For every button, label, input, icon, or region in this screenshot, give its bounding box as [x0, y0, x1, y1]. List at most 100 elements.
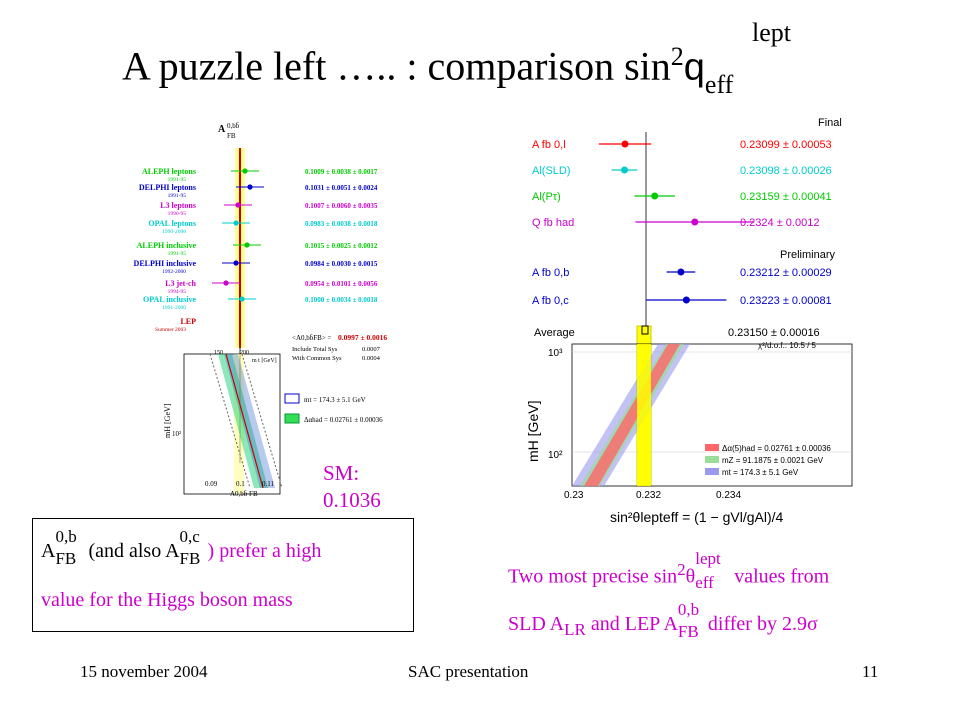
left-row-years: 1990-95	[168, 211, 187, 217]
title-sup: 2	[670, 42, 684, 71]
right-row-marker	[682, 296, 690, 304]
right-xlabel: sin²θlepteff = (1 − gVl/gAl)/4	[610, 509, 783, 525]
footer-center: SAC presentation	[408, 662, 529, 681]
right-row-value: 0.23159 ± 0.00041	[740, 191, 832, 203]
average-label: Average	[534, 327, 575, 339]
left-row-value: 0.0983 ± 0.0038 ± 0.0018	[305, 220, 378, 228]
right-row-marker	[691, 218, 699, 226]
left-row-years: 1991-95	[168, 177, 187, 183]
right-ytick-100: 10²	[548, 450, 563, 461]
avg-sys2-value: 0.0004	[362, 355, 381, 362]
note-a1: A	[41, 540, 56, 562]
left-mh-frame	[183, 353, 281, 495]
bottom-note-line2: SLD ALR and LEP A 0,b FB differ by 2.9σ	[508, 600, 818, 641]
left-row-label: L3 leptons	[160, 201, 196, 210]
left-row-marker	[223, 280, 229, 286]
left-row-years: 1990-2000	[162, 229, 186, 235]
left-row-label: L3 jet-ch	[165, 279, 196, 288]
left-row-label: DELPHI leptons	[139, 183, 196, 192]
note-mid: (and also A	[88, 540, 180, 562]
right-row-marker	[677, 268, 685, 276]
right-sin2theta-figure: Final Preliminary A fb 0,l 0.23099 ± 0.00…	[520, 112, 860, 532]
bottom-note-sup: 0,b	[677, 600, 700, 619]
bottom-note-eff: eff	[695, 572, 714, 592]
bottom-note-line1: Two most precise sin2θ lept eff values fro…	[508, 549, 830, 592]
bottom-note-l2c: differ by 2.9σ	[707, 613, 818, 635]
right-row-value: 0.23098 ± 0.00026	[740, 165, 832, 177]
left-row-label: DELPHI inclusive	[134, 259, 197, 268]
left-ytick: 10²	[172, 430, 181, 438]
left-row-marker	[233, 260, 239, 266]
bottom-note-fb: FB	[677, 622, 699, 641]
left-xtick-2: 0.1	[236, 480, 245, 488]
left-row-value: 0.0984 ± 0.0030 ± 0.0015	[305, 260, 378, 268]
left-row-value: 0.1009 ± 0.0038 ± 0.0017	[305, 168, 378, 176]
mt-unit-label: m t [GeV]	[252, 358, 277, 364]
left-row-value: 0.1007 ± 0.0060 ± 0.0035	[305, 202, 378, 210]
bottom-note-l1a: Two most precise sin	[508, 565, 678, 588]
right-row-marker	[621, 166, 629, 174]
bottom-note-l2a: SLD A	[508, 613, 565, 635]
bottom-note-lept: lept	[695, 548, 721, 568]
left-average-block: <A0,bb̄FB> = 0.0997 ± 0.0016 Include Tot…	[292, 333, 387, 362]
left-row-value: 0.0954 ± 0.0101 ± 0.0056	[305, 280, 378, 288]
bottom-note-l1b: values from	[734, 565, 830, 588]
avg-sys1: Include Total Sys	[292, 346, 338, 353]
right-row-label: Al(SLD)	[532, 165, 571, 177]
note-a2-sup: 0,c	[179, 527, 200, 546]
avg-sys2: With Common Sys	[292, 355, 342, 362]
left-legend-mt: mt = 174.3 ± 5.1 GeV	[304, 396, 366, 404]
right-row-value: 0.23212 ± 0.00029	[740, 267, 832, 279]
right-xtick-2: 0.232	[636, 490, 661, 501]
mt-tick-200: 200	[240, 350, 249, 356]
bottom-note-lr: LR	[564, 620, 586, 639]
bottom-note-theta: θ	[685, 565, 696, 588]
footer-page: 11	[862, 662, 879, 681]
note-tail: ) prefer a high	[207, 540, 322, 562]
right-mh-frame	[571, 343, 853, 487]
left-row-years: Summer 2003	[155, 327, 186, 333]
footer-date: 15 november 2004	[80, 662, 208, 681]
note-a1-sup: 0,b	[55, 527, 77, 546]
slide-title: A puzzle left ….. : comparison sin2qeff	[122, 42, 733, 99]
right-legend-mt: mt = 174.3 ± 5.1 GeV	[722, 468, 799, 477]
avg-value: 0.0997 ± 0.0016	[338, 333, 387, 342]
note-line2: value for the Higgs boson mass	[41, 589, 293, 611]
left-row-years: 1991-2000	[162, 305, 186, 311]
right-xtick-1: 0.23	[564, 490, 584, 501]
left-plot-header-sup: 0,bb̄	[227, 122, 240, 130]
left-xtick-3: 0.11	[262, 480, 274, 488]
note-box: A 0,b FB (and also A 0,c FB) prefer a high v…	[32, 518, 414, 632]
note-a1-sub: FB	[55, 549, 77, 568]
right-row-marker	[651, 192, 659, 200]
right-xtick-3: 0.234	[716, 490, 741, 501]
sm-label: SM:	[323, 461, 360, 485]
avg-sys1-value: 0.0007	[362, 346, 381, 353]
left-row-years: 1994-95	[168, 289, 187, 295]
left-row-marker	[242, 168, 248, 174]
left-row-marker	[244, 242, 250, 248]
left-plot-header: A	[218, 124, 226, 135]
title-text: A puzzle left ….. : comparison sin	[122, 43, 671, 89]
left-row-label: OPAL leptons	[148, 219, 196, 228]
bottom-note-l1-sup: 2	[677, 560, 686, 579]
final-label: Final	[818, 117, 842, 129]
left-ylabel: mH [GeV]	[163, 403, 172, 438]
left-row-years: 1992-2000	[162, 269, 186, 275]
title-theta-symbol: q	[683, 46, 705, 89]
left-xlabel: A0,bb̄ FB	[230, 490, 258, 498]
left-xtick-1: 0.09	[205, 480, 218, 488]
left-row-value: 0.1015 ± 0.0025 ± 0.0012	[305, 242, 378, 250]
left-row-label: LEP	[180, 317, 196, 326]
average-marker	[641, 325, 649, 335]
right-legend-mz: mZ = 91.1875 ± 0.0021 GeV	[722, 456, 824, 465]
right-ytick-1000: 10³	[548, 348, 563, 359]
left-plot-header-sub: FB	[227, 132, 236, 140]
preliminary-label: Preliminary	[780, 249, 836, 261]
right-row-value: 0.2324 ± 0.0012	[740, 217, 819, 229]
title-eff-subscript: eff	[704, 70, 734, 100]
bottom-note-l2b: and LEP A	[590, 613, 678, 635]
left-row-value: 0.1000 ± 0.0034 ± 0.0018	[305, 296, 378, 304]
sm-value: 0.1036	[323, 488, 381, 512]
